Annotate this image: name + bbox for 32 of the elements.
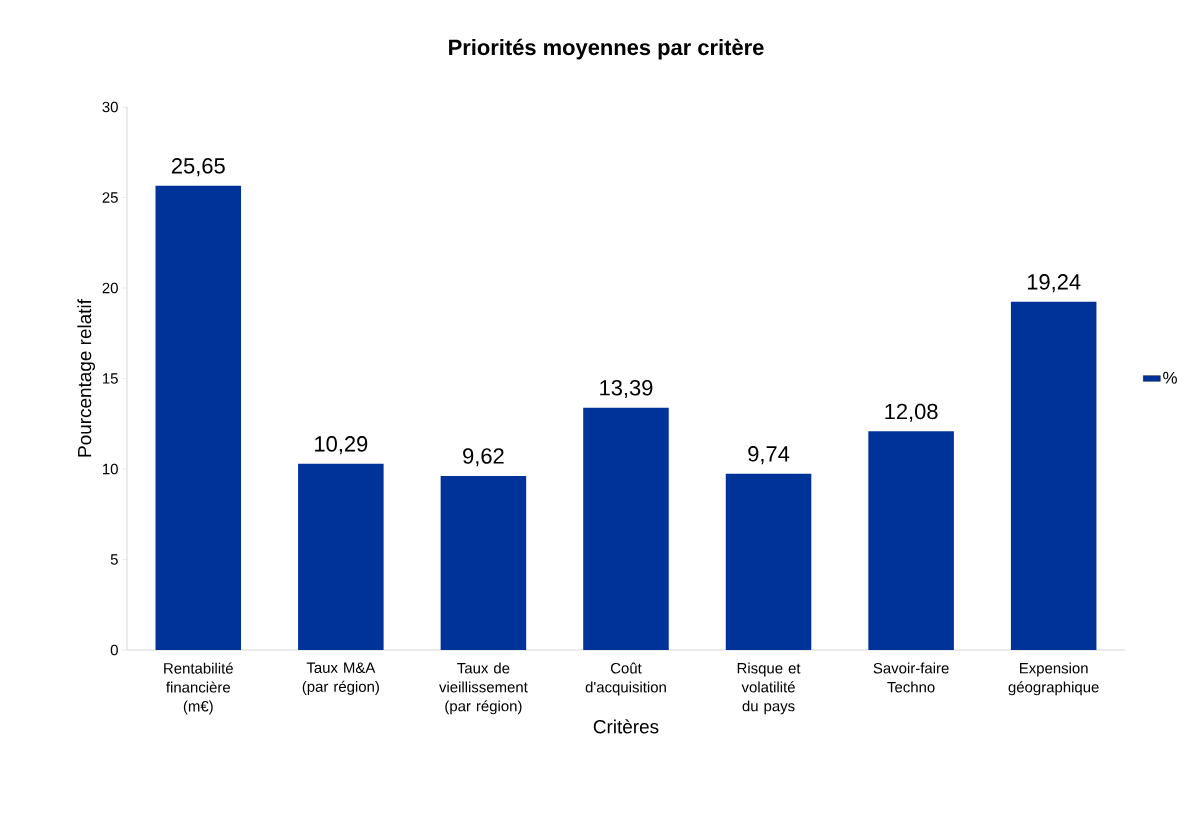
legend-label: % [1163, 371, 1177, 384]
data-label: 9,62 [463, 448, 504, 467]
x-tick-label: Rentabilité financière (m€) [164, 662, 233, 715]
chart-title: Priorités moyennes par critère [449, 38, 764, 60]
x-axis-title: Critères [593, 719, 659, 734]
y-tick-label: 5 [110, 554, 118, 565]
x-tick-label: Risque et volatilité du pays [737, 662, 801, 715]
bar [440, 475, 527, 650]
y-axis-title: Pourcentage relatif [77, 299, 96, 457]
y-tick-label: 10 [103, 463, 118, 475]
x-tick-label: Expension géographique [1008, 662, 1099, 696]
data-label: 9,74 [748, 446, 790, 465]
data-label: 13,39 [600, 380, 653, 399]
bar [155, 185, 242, 650]
y-tick-label: 15 [103, 373, 118, 384]
bar [725, 473, 812, 650]
y-tick-label: 20 [102, 282, 118, 294]
data-label: 10,29 [315, 436, 368, 455]
x-tick-label: Savoir-faire Techno [873, 662, 949, 693]
y-tick-label: 0 [110, 644, 118, 656]
data-label: 19,24 [1027, 274, 1081, 293]
y-tick-label: 30 [102, 101, 118, 113]
x-tick-label: Coût d'acquisition [585, 662, 666, 696]
x-tick-label: Taux de vieillissement (par région) [439, 662, 528, 715]
bar [1010, 301, 1097, 650]
y-tick-label: 25 [102, 192, 118, 203]
bar [298, 463, 384, 650]
bar [868, 431, 954, 650]
data-label: 12,08 [885, 403, 938, 422]
bar [583, 407, 669, 650]
x-tick-label: Taux M&A (par région) [302, 662, 379, 695]
data-label: 25,65 [171, 158, 225, 177]
